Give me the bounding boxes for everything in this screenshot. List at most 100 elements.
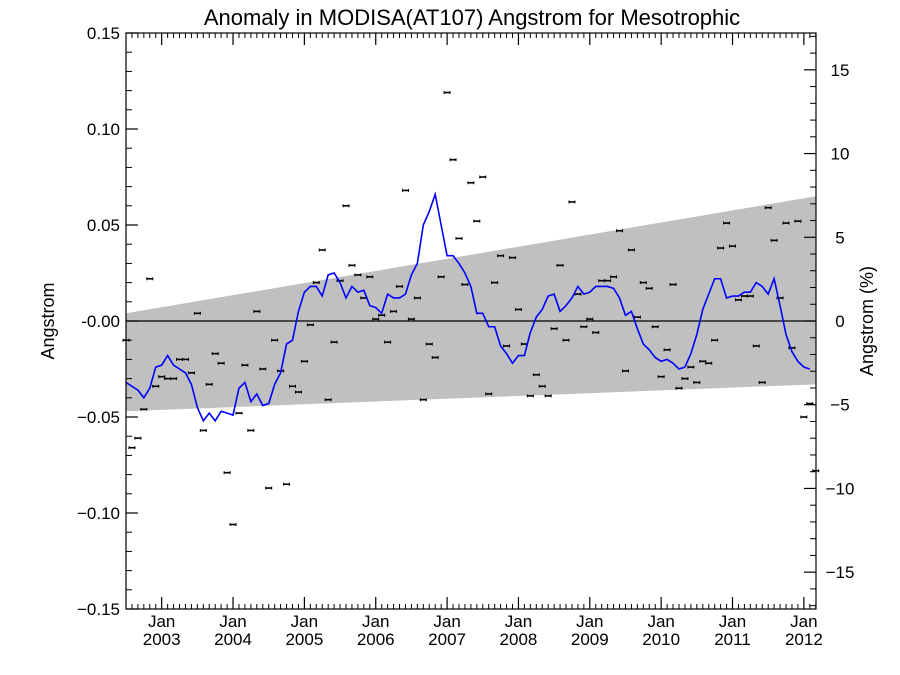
data-point — [508, 256, 516, 260]
data-point — [610, 275, 618, 279]
x-tick-year: 2006 — [357, 630, 395, 649]
data-point — [271, 338, 279, 342]
data-point — [503, 344, 511, 348]
data-point — [372, 317, 380, 321]
right-axis: 15 10 5 0 −5 −10 −15 — [804, 35, 855, 607]
right-tick-label: 0 — [835, 312, 844, 331]
data-point — [562, 338, 570, 342]
data-point — [223, 471, 231, 475]
x-tick-year: 2004 — [214, 630, 252, 649]
left-tick-label: 0.10 — [87, 120, 120, 139]
data-point — [401, 188, 409, 192]
data-point — [616, 229, 624, 233]
data-point — [396, 284, 404, 288]
data-point — [723, 221, 731, 225]
data-point — [288, 384, 296, 388]
data-point — [283, 482, 291, 486]
data-point — [461, 283, 469, 287]
data-point — [265, 486, 273, 490]
data-point — [675, 386, 683, 390]
right-tick-label: −5 — [830, 396, 849, 415]
data-point — [485, 392, 493, 396]
right-axis-label: Angstrom (%) — [857, 266, 877, 376]
data-point — [140, 407, 148, 411]
data-point — [443, 91, 451, 95]
x-tick-month: Jan — [647, 612, 674, 631]
data-point — [621, 369, 629, 373]
data-point — [330, 340, 338, 344]
data-point — [318, 248, 326, 252]
left-tick-label: -0.00 — [81, 312, 120, 331]
data-point — [229, 523, 237, 527]
monthly-points — [122, 91, 820, 527]
data-point — [669, 283, 677, 287]
x-tick-month: Jan — [790, 612, 817, 631]
data-point — [592, 331, 600, 335]
data-point — [306, 323, 314, 327]
data-point — [782, 221, 790, 225]
data-point — [758, 380, 766, 384]
left-axis-label: Angstrom — [38, 282, 58, 359]
data-point — [538, 384, 546, 388]
data-point — [134, 436, 142, 440]
x-tick-year: 2007 — [428, 630, 466, 649]
x-tick-month: Jan — [433, 612, 460, 631]
right-tick-label: 15 — [831, 61, 850, 80]
data-point — [211, 352, 219, 356]
data-point — [645, 286, 653, 290]
data-point — [455, 236, 463, 240]
data-point — [717, 246, 725, 250]
data-point — [586, 317, 594, 321]
data-point — [491, 281, 499, 285]
x-tick-year: 2012 — [785, 630, 823, 649]
x-tick-year: 2010 — [642, 630, 680, 649]
data-point — [217, 361, 225, 365]
left-tick-label: −0.15 — [77, 600, 120, 619]
right-tick-label: −10 — [826, 479, 855, 498]
data-point — [497, 254, 505, 258]
data-point — [300, 359, 308, 363]
uncertainty-band — [126, 196, 816, 412]
data-point — [449, 158, 457, 162]
data-point — [604, 279, 612, 283]
data-point — [378, 313, 386, 317]
x-tick-year: 2003 — [143, 630, 181, 649]
right-tick-label: −15 — [826, 563, 855, 582]
x-tick-year: 2011 — [714, 630, 751, 649]
data-point — [354, 273, 362, 277]
smoothed-series-line — [125, 191, 811, 423]
data-point — [473, 219, 481, 223]
left-tick-label: 0.05 — [87, 216, 120, 235]
data-point — [467, 181, 475, 185]
left-tick-label: −0.10 — [77, 504, 120, 523]
data-point — [746, 294, 754, 298]
x-tick-month: Jan — [719, 612, 746, 631]
data-point — [556, 263, 564, 267]
data-point — [734, 298, 742, 302]
data-point — [544, 394, 552, 398]
x-tick-month: Jan — [576, 612, 603, 631]
data-point — [550, 327, 558, 331]
x-tick-month: Jan — [291, 612, 318, 631]
data-point — [728, 244, 736, 248]
data-point — [253, 309, 261, 313]
data-point — [342, 204, 350, 208]
x-axis: Jan2003Jan2004Jan2005Jan2006Jan2007Jan20… — [125, 33, 823, 649]
data-point — [794, 219, 802, 223]
x-tick-month: Jan — [148, 612, 175, 631]
data-point — [294, 390, 302, 394]
x-tick-month: Jan — [219, 612, 246, 631]
data-point — [384, 340, 392, 344]
data-point — [419, 398, 427, 402]
data-point — [205, 382, 213, 386]
data-point — [681, 377, 689, 381]
data-point — [199, 428, 207, 432]
x-tick-month: Jan — [505, 612, 532, 631]
data-point — [479, 175, 487, 179]
data-point — [526, 394, 534, 398]
data-point — [235, 411, 243, 415]
data-point — [437, 275, 445, 279]
data-point — [639, 281, 647, 285]
right-tick-label: 5 — [835, 228, 844, 247]
